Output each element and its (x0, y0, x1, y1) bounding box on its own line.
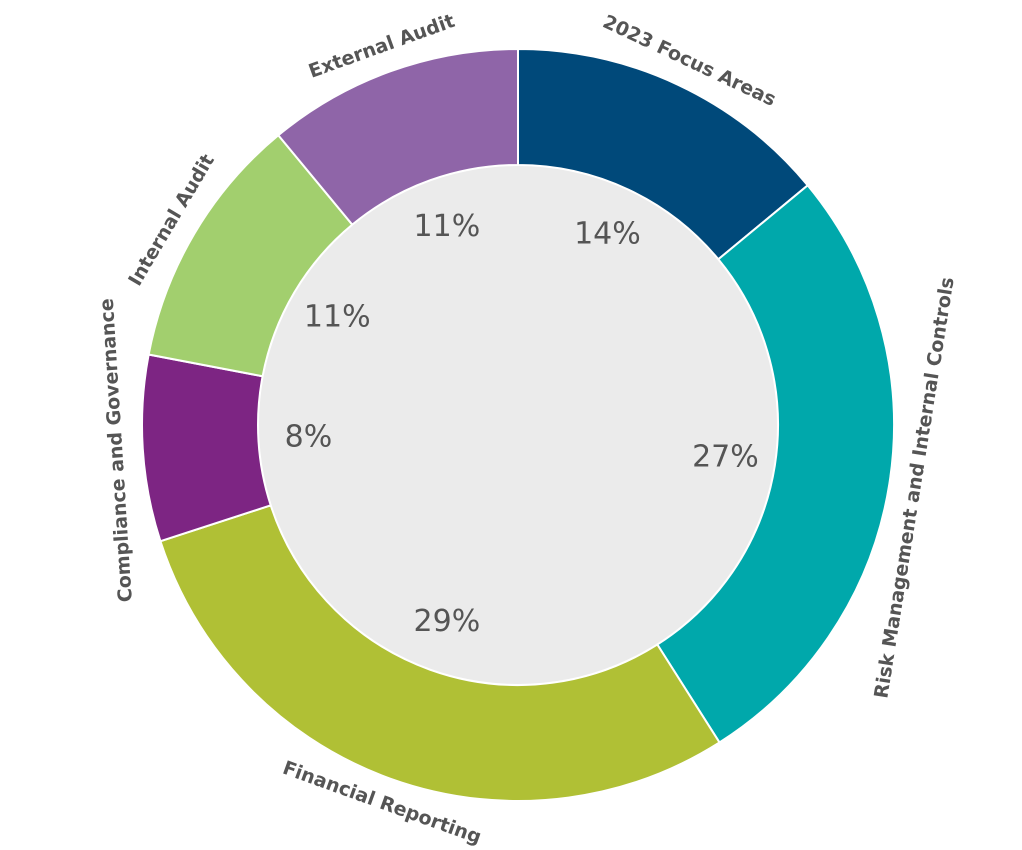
donut-segment (655, 183, 895, 744)
donut-segment (276, 47, 519, 227)
value-label: 14% (574, 216, 641, 251)
donut-hole (259, 166, 777, 684)
donut-segment (159, 504, 721, 802)
value-label: 27% (692, 439, 759, 474)
value-label: 8% (285, 420, 333, 455)
category-label: Compliance and Governance (96, 298, 137, 603)
value-label: 11% (304, 300, 371, 335)
value-label: 11% (414, 209, 481, 244)
value-label: 29% (414, 604, 481, 639)
